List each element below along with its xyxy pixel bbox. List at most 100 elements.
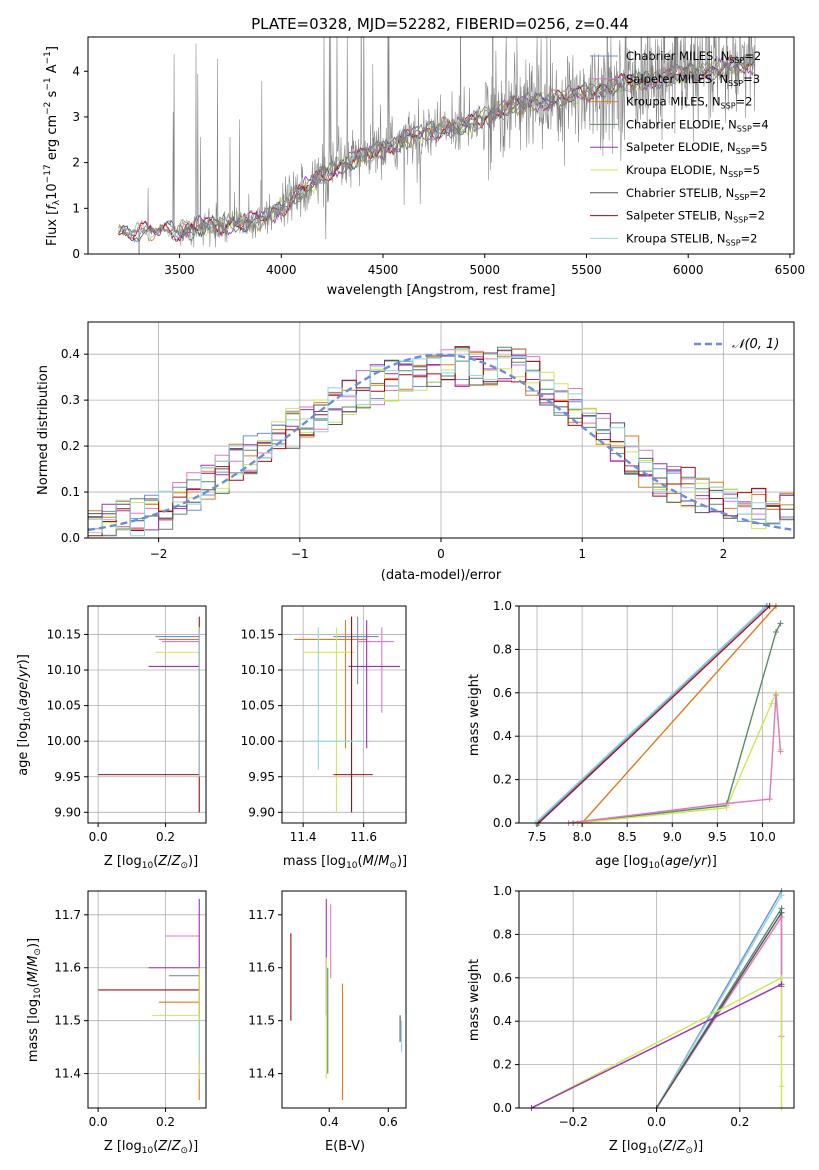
- massweight-vs-metallicity-panel: −0.2 0.0 0.2 0.0 0.2 0.4 0.6 0.8 1.0: [493, 884, 795, 1129]
- residual-histogram: [88, 346, 794, 537]
- legend-label: Salpeter STELIB, NSSP=2: [626, 209, 765, 225]
- x-tick-label: 0.0: [89, 1115, 108, 1129]
- legend-label-value: =2: [744, 49, 761, 63]
- y-tick-label: 0.4: [61, 347, 80, 361]
- y-tick-label: 10.10: [241, 663, 275, 677]
- y-tick-label: 3: [72, 110, 80, 124]
- y-tick-label: 0.2: [61, 439, 80, 453]
- y-tick-label: 0.2: [493, 773, 512, 787]
- mass-weight-marker: [777, 748, 784, 755]
- x-tick-label: 7.5: [527, 830, 546, 844]
- x-tick-label: 0.2: [156, 830, 175, 844]
- x-tick-label: −2: [150, 547, 168, 561]
- axes-frame: [281, 605, 407, 824]
- residual-xlabel: (data-model)/error: [381, 568, 502, 583]
- spectrum-xlabel: wavelength [Angstrom, rest frame]: [327, 283, 556, 298]
- legend-label-sub: SSP: [736, 147, 751, 156]
- legend-label-value: =4: [752, 117, 769, 131]
- mass-weight-line: [531, 983, 782, 1109]
- y-tick-label: 9.95: [248, 770, 275, 784]
- legend-label-text: Salpeter MILES, N: [626, 72, 728, 86]
- y-tick-label: 2: [72, 156, 80, 170]
- y-tick-label: 11.5: [54, 1014, 81, 1028]
- mass-weight-marker: [778, 1083, 785, 1090]
- age-z-xlabel: Z [log10(Z/Z⊙)]: [104, 854, 198, 871]
- x-tick-label: 8.5: [618, 830, 637, 844]
- mass-weight-line: [655, 894, 783, 1109]
- x-tick-label: 0.2: [156, 1115, 175, 1129]
- axes-frame: [87, 890, 207, 1109]
- y-tick-label: 0.0: [493, 1101, 512, 1115]
- y-tick-label: 10.10: [47, 663, 81, 677]
- mass-z-ylabel: mass [log10(M/M⊙)]: [26, 938, 43, 1062]
- mass-weight-marker: [723, 800, 730, 807]
- x-tick-label: 0.0: [647, 1115, 666, 1129]
- legend-label: Chabrier ELODIE, NSSP=4: [626, 117, 769, 133]
- y-tick-label: 0.4: [493, 1014, 512, 1028]
- y-tick-label: 1.0: [493, 884, 512, 898]
- legend-label-text: Salpeter ELODIE, N: [626, 140, 736, 154]
- legend-label-value: =2: [748, 209, 765, 223]
- legend-label: Kroupa STELIB, NSSP=2: [626, 231, 757, 247]
- y-tick-label: 10.05: [47, 699, 81, 713]
- spectrum-curves: [118, 37, 756, 254]
- y-tick-label: 0.6: [493, 971, 512, 985]
- mass-weight-marker: [768, 700, 775, 707]
- y-tick-label: 11.7: [54, 908, 81, 922]
- legend-label-sub: SSP: [729, 56, 744, 65]
- massweight-vs-age-panel: 7.5 8.0 8.5 9.0 9.5 10.0 0.0 0.2 0.4 0.6 0.8 1.0: [493, 599, 795, 844]
- residual-curves: [88, 346, 794, 537]
- y-tick-label: 1.0: [493, 599, 512, 613]
- x-tick-label: −0.2: [559, 1115, 588, 1129]
- y-tick-label: 11.5: [248, 1014, 275, 1028]
- y-tick-label: 11.4: [248, 1067, 275, 1081]
- age-vs-metallicity-panel: 0.0 0.2 9.90 9.95 10.00 10.05 10.10 10.15: [47, 605, 207, 844]
- x-tick-label: 1: [578, 547, 586, 561]
- x-tick-label: 0.6: [379, 1115, 398, 1129]
- y-tick-label: 11.7: [248, 908, 275, 922]
- legend-label: Salpeter MILES, NSSP=3: [626, 72, 760, 88]
- x-tick-label: 5500: [571, 263, 602, 277]
- normal-legend-label: 𝒩(0, 1): [732, 337, 779, 352]
- legend-label-sub: SSP: [726, 238, 741, 247]
- legend-label-sub: SSP: [728, 170, 743, 179]
- y-tick-label: 0.2: [493, 1058, 512, 1072]
- y-tick-label: 0.4: [493, 729, 512, 743]
- x-tick-label: 4000: [266, 263, 297, 277]
- legend-label-text: Chabrier STELIB, N: [626, 186, 734, 200]
- mass-weight-line: [531, 976, 783, 1109]
- figure-title: PLATE=0328, MJD=52282, FIBERID=0256, z=0…: [251, 15, 629, 33]
- axes-frame: [87, 605, 207, 824]
- y-tick-label: 0.8: [493, 927, 512, 941]
- x-tick-label: 0.4: [320, 1115, 339, 1129]
- y-tick-label: 10.15: [241, 627, 275, 641]
- y-tick-label: 10.00: [47, 734, 81, 748]
- age-z-ylabel: age [log10(age/yr)]: [16, 654, 33, 776]
- legend-label: Salpeter ELODIE, NSSP=5: [626, 140, 768, 156]
- y-tick-label: 1: [72, 201, 80, 215]
- residual-ylabel: Normed distribution: [36, 365, 51, 495]
- x-tick-label: 6000: [673, 263, 704, 277]
- mass-weight-marker: [778, 909, 785, 916]
- age-mass-xlabel: mass [log10(M/M⊙)]: [283, 854, 407, 871]
- residual-plot-area: [88, 322, 794, 539]
- x-tick-label: 9.0: [663, 830, 682, 844]
- observed-spectrum-line: [122, 37, 756, 254]
- legend-label-text: Kroupa ELODIE, N: [626, 163, 728, 177]
- x-tick-label: 0.0: [89, 830, 108, 844]
- x-tick-label: 10.0: [749, 830, 776, 844]
- legend-label-text: Kroupa MILES, N: [626, 95, 721, 109]
- legend-label-value: =2: [741, 231, 758, 245]
- x-tick-label: 6500: [775, 263, 806, 277]
- x-tick-label: −1: [291, 547, 309, 561]
- x-tick-label: 0.2: [730, 1115, 749, 1129]
- mass-weight-marker: [778, 974, 785, 981]
- x-tick-label: 3500: [164, 263, 195, 277]
- legend-label-sub: SSP: [721, 102, 736, 111]
- legend-label-text: Salpeter STELIB, N: [626, 209, 733, 223]
- spectrum-ylabel: Flux [fλ10−17 erg cm−2 s−1 A−1]: [43, 46, 62, 246]
- mass-weight-line: [536, 605, 768, 824]
- legend-label-text: Kroupa STELIB, N: [626, 231, 726, 245]
- y-tick-label: 0.1: [61, 485, 80, 499]
